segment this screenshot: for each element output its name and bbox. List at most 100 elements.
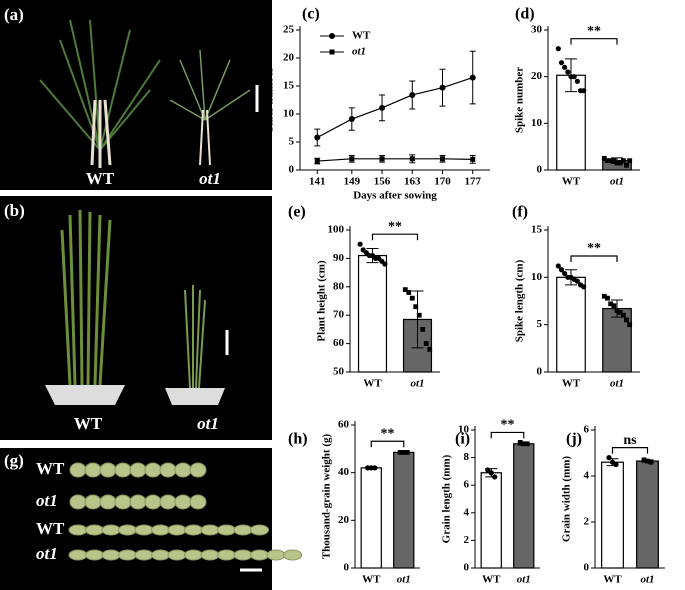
point <box>624 162 629 168</box>
seed <box>101 524 121 536</box>
x-tick-label: WT <box>562 378 581 390</box>
seed <box>129 462 147 478</box>
y-tick-label: 6 <box>584 424 590 436</box>
seed <box>118 524 137 536</box>
significance-bracket <box>570 255 618 262</box>
point <box>574 78 580 84</box>
point <box>485 467 491 473</box>
y-axis-label: Grain width (mm) <box>561 456 573 543</box>
y-axis-label: Thousand-grain weight (g) <box>321 434 333 560</box>
x-tick-label: WT <box>603 574 622 586</box>
point <box>382 261 388 267</box>
bar <box>357 254 388 373</box>
y-tick-label: 0 <box>584 562 590 574</box>
point <box>605 158 610 164</box>
photo-caption: WT <box>74 414 103 433</box>
significance-label: ns <box>623 433 637 448</box>
seed <box>184 549 203 561</box>
x-tick-label: WT <box>482 574 501 586</box>
point <box>601 293 607 299</box>
point <box>614 308 620 313</box>
seed <box>167 549 187 561</box>
point <box>645 458 650 464</box>
row-label: WT <box>36 519 65 538</box>
line <box>317 158 473 162</box>
panel-label: (a) <box>4 5 24 24</box>
x-tick-label: ot1 <box>610 176 624 188</box>
point <box>379 156 385 162</box>
x-tick-label: ot1 <box>610 378 624 390</box>
significance-label: ** <box>587 24 601 39</box>
y-tick-label: 20 <box>531 70 543 82</box>
legend-label: ot1 <box>352 46 366 58</box>
bar <box>480 472 502 569</box>
seed <box>266 549 286 561</box>
seed <box>134 524 154 536</box>
point <box>608 301 614 307</box>
significance-bracket <box>370 440 405 448</box>
y-tick-label: 15 <box>283 80 295 92</box>
x-tick-label: 163 <box>404 176 421 188</box>
significance-label: ** <box>501 418 515 433</box>
seed <box>151 549 170 561</box>
point <box>627 158 633 164</box>
y-tick-label: 0 <box>537 164 543 176</box>
significance-bracket <box>611 447 649 454</box>
seed <box>200 549 220 561</box>
point <box>492 474 498 480</box>
point <box>488 470 494 476</box>
seed <box>174 462 192 478</box>
seed <box>84 462 102 478</box>
significance-label: ** <box>587 241 601 256</box>
bar <box>601 461 624 569</box>
point <box>397 450 403 455</box>
point <box>627 322 633 328</box>
x-tick-label: ot1 <box>397 574 411 586</box>
point <box>416 312 422 318</box>
seed <box>69 462 87 478</box>
x-tick-label: 141 <box>309 176 326 188</box>
seed <box>134 549 154 561</box>
significance-label: ** <box>381 426 395 441</box>
seed <box>99 494 117 510</box>
x-tick-label: ot1 <box>517 574 531 586</box>
seed <box>217 524 236 536</box>
y-tick-label: 4 <box>464 506 470 518</box>
y-tick-label: 20 <box>338 514 350 526</box>
significance-bracket <box>570 38 618 45</box>
x-tick-label: 170 <box>434 176 451 188</box>
seed <box>101 549 121 561</box>
y-axis-label: Spike length (cm) <box>514 259 526 342</box>
y-tick-label: 2 <box>464 534 470 546</box>
seed <box>217 549 236 561</box>
point <box>648 459 654 465</box>
seed <box>159 462 177 478</box>
y-axis-label: Spike number <box>514 67 526 133</box>
point <box>608 158 614 164</box>
point <box>349 156 355 162</box>
bar <box>393 451 415 569</box>
row-label: ot1 <box>36 491 58 510</box>
y-tick-label: 0 <box>344 562 350 574</box>
point <box>620 158 626 164</box>
seed <box>85 549 104 561</box>
seed <box>68 549 88 561</box>
bar <box>636 460 659 569</box>
panel-label: (f) <box>512 204 528 221</box>
point <box>379 104 386 111</box>
point <box>571 74 577 80</box>
error-bar <box>411 290 424 349</box>
significance-bracket <box>371 233 419 241</box>
point <box>469 74 476 81</box>
point <box>558 60 565 66</box>
x-axis-label: Days after sowing <box>353 190 437 202</box>
seed <box>200 524 220 536</box>
point <box>427 346 433 352</box>
point <box>641 457 647 463</box>
seed <box>68 524 88 536</box>
y-axis-label: Tiller number <box>264 67 276 133</box>
roots-wt-a <box>90 99 112 168</box>
point <box>517 440 523 445</box>
y-tick-label: 0 <box>464 562 470 574</box>
seed <box>151 524 170 536</box>
